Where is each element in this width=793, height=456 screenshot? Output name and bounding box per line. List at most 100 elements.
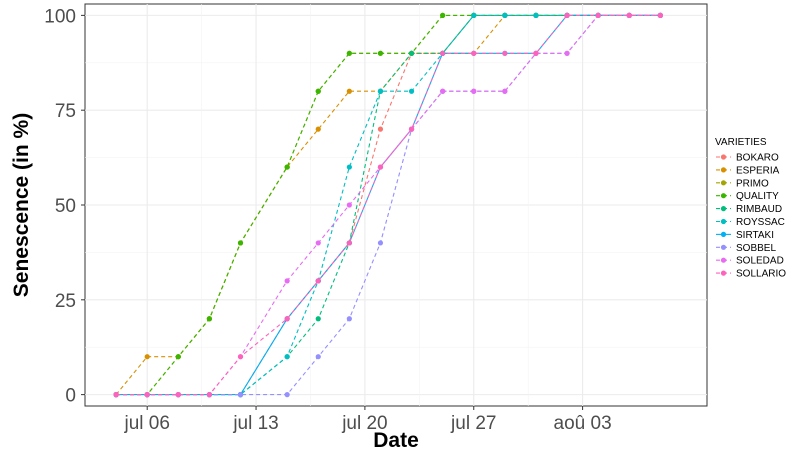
data-point [377,88,384,94]
legend-label: RIMBAUD [736,204,782,215]
x-axis: jul 06 jul 13 jul 20 jul 27 aoû 03 [123,406,612,434]
series-sollario [113,12,663,398]
data-point [440,50,446,56]
data-point [471,12,477,18]
y-tick-label: 0 [65,386,76,407]
x-tick-label: jul 27 [450,413,496,434]
data-point [564,12,570,18]
data-point [408,88,415,94]
data-point [346,316,352,322]
data-point [595,12,601,18]
data-point [377,240,384,246]
legend-key-point [720,257,727,263]
x-tick-label: jul 06 [123,413,169,434]
data-point [346,88,352,94]
data-point [175,354,181,360]
data-point [346,164,352,170]
legend-label: ESPERIA [736,165,780,176]
data-point [144,354,150,360]
x-tick-label: jul 13 [232,413,278,434]
data-point [408,50,415,56]
y-tick-label: 25 [55,291,76,312]
legend-item-bokaro: BOKARO [716,153,779,164]
legend-label: PRIMO [736,178,769,189]
data-point [533,50,539,56]
data-point [284,164,290,170]
data-point [237,354,244,360]
data-point [346,50,352,56]
data-point [315,316,321,322]
legend-item-sobbel: SOBBEL [716,243,776,254]
data-point [113,392,119,398]
series-line [116,14,661,396]
series-line [116,14,661,396]
grid-lines [85,4,707,406]
legend-label: SIRTAKI [736,230,774,241]
y-axis-title: Senescence (in %) [10,113,33,297]
y-axis: 0 25 50 75 100 [44,6,85,407]
data-point [377,126,384,132]
y-tick-label: 50 [55,196,76,217]
data-point [284,278,290,284]
legend-label: SOBBEL [736,243,776,254]
y-tick-label: 100 [44,6,76,27]
data-point [440,88,446,94]
data-point [440,12,446,18]
data-point [144,392,150,398]
data-point [377,50,384,56]
data-point [626,12,632,18]
legend-item-quality: QUALITY [716,191,779,202]
legend-key-point [720,206,727,212]
data-point [237,240,244,246]
data-point [377,164,384,170]
legend-key-point [720,167,727,173]
data-point [657,12,663,18]
data-point [346,240,352,246]
legend-item-sollario: SOLLARIO [716,269,786,280]
legend-key-point [720,231,727,237]
x-tick-label: aoû 03 [554,413,612,434]
data-point [175,392,181,398]
legend-key-point [720,180,727,186]
legend-key-point [720,244,727,250]
data-point [284,316,290,322]
legend-item-soledad: SOLEDAD [716,256,784,267]
data-point [315,278,321,284]
legend-label: ROYSSAC [736,217,785,228]
data-point [471,88,477,94]
data-point [284,354,290,360]
legend-label: QUALITY [736,191,779,202]
data-point [206,392,212,398]
data-point [564,50,570,56]
data-point [206,316,212,322]
legend-label: SOLEDAD [736,256,784,267]
x-axis-title: Date [373,429,419,452]
legend-label: BOKARO [736,153,779,164]
legend-item-rimbaud: RIMBAUD [716,204,782,215]
series-layer [113,12,663,398]
legend-key-point [720,270,727,276]
y-tick-label: 75 [55,101,76,122]
data-point [533,12,539,18]
legend-key-point [720,154,727,160]
data-point [502,12,508,18]
legend-title: VARIETIES [715,137,767,148]
legend-item-sirtaki: SIRTAKI [716,230,774,241]
data-point [284,392,290,398]
data-point [502,50,508,56]
data-point [237,392,244,398]
legend-key-point [720,193,727,199]
legend-item-royssac: ROYSSAC [716,217,785,228]
legend-item-primo: PRIMO [716,178,769,189]
data-point [315,88,321,94]
data-point [346,202,352,208]
legend-item-esperia: ESPERIA [716,165,780,176]
data-point [315,240,321,246]
data-point [502,88,508,94]
x-tick-label: jul 20 [341,413,387,434]
data-point [315,354,321,360]
legend-key-point [720,218,727,225]
data-point [315,126,321,132]
